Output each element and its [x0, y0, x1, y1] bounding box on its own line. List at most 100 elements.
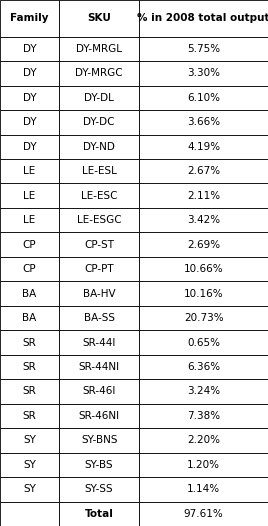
Text: SR: SR [23, 411, 36, 421]
Text: 1.14%: 1.14% [187, 484, 220, 494]
Text: SR-46NI: SR-46NI [79, 411, 120, 421]
Bar [59, 428, 139, 452]
Bar [0, 232, 59, 257]
Text: 4.19%: 4.19% [187, 142, 220, 152]
Bar [139, 452, 268, 477]
Text: LE-ESL: LE-ESL [82, 166, 117, 176]
Bar [0, 403, 59, 428]
Text: SY-BNS: SY-BNS [81, 436, 117, 446]
Bar [139, 281, 268, 306]
Bar [59, 184, 139, 208]
Text: LE: LE [23, 166, 36, 176]
Bar [139, 257, 268, 281]
Bar [139, 159, 268, 184]
Text: LE-ESC: LE-ESC [81, 191, 117, 201]
Text: 5.75%: 5.75% [187, 44, 220, 54]
Bar [59, 0, 139, 37]
Text: LE: LE [23, 191, 36, 201]
Bar [59, 403, 139, 428]
Bar [139, 379, 268, 403]
Bar [0, 501, 59, 526]
Text: 6.36%: 6.36% [187, 362, 220, 372]
Text: LE-ESGC: LE-ESGC [77, 215, 121, 225]
Text: BA: BA [22, 313, 37, 323]
Text: 10.66%: 10.66% [184, 264, 224, 274]
Bar [139, 37, 268, 61]
Bar [139, 110, 268, 135]
Bar [59, 110, 139, 135]
Bar [59, 281, 139, 306]
Bar [59, 355, 139, 379]
Bar [59, 232, 139, 257]
Bar [0, 159, 59, 184]
Bar [0, 428, 59, 452]
Bar [139, 306, 268, 330]
Bar [139, 403, 268, 428]
Text: 3.66%: 3.66% [187, 117, 220, 127]
Text: DY-DL: DY-DL [84, 93, 114, 103]
Bar [59, 257, 139, 281]
Text: 6.10%: 6.10% [187, 93, 220, 103]
Bar [139, 232, 268, 257]
Text: BA: BA [22, 289, 37, 299]
Bar [139, 184, 268, 208]
Bar [0, 0, 59, 37]
Text: 1.20%: 1.20% [187, 460, 220, 470]
Bar [0, 306, 59, 330]
Text: DY-MRGL: DY-MRGL [76, 44, 122, 54]
Text: DY: DY [23, 68, 36, 78]
Bar [59, 379, 139, 403]
Bar [139, 208, 268, 232]
Bar [0, 355, 59, 379]
Bar [139, 135, 268, 159]
Text: CP: CP [23, 264, 36, 274]
Text: DY: DY [23, 44, 36, 54]
Bar [139, 428, 268, 452]
Bar [0, 208, 59, 232]
Bar [139, 330, 268, 355]
Text: 3.24%: 3.24% [187, 387, 220, 397]
Bar [59, 37, 139, 61]
Text: SR: SR [23, 387, 36, 397]
Bar [0, 452, 59, 477]
Bar [59, 159, 139, 184]
Text: % in 2008 total output: % in 2008 total output [137, 13, 268, 23]
Bar [59, 208, 139, 232]
Text: DY: DY [23, 117, 36, 127]
Text: DY: DY [23, 93, 36, 103]
Bar [59, 135, 139, 159]
Bar [139, 501, 268, 526]
Text: DY-ND: DY-ND [83, 142, 115, 152]
Text: SY-BS: SY-BS [85, 460, 113, 470]
Text: CP: CP [23, 240, 36, 250]
Bar [59, 61, 139, 86]
Text: SY: SY [23, 484, 36, 494]
Text: DY: DY [23, 142, 36, 152]
Bar [59, 477, 139, 501]
Bar [0, 86, 59, 110]
Text: 10.16%: 10.16% [184, 289, 224, 299]
Text: SR: SR [23, 338, 36, 348]
Bar [0, 281, 59, 306]
Text: SR-46I: SR-46I [83, 387, 116, 397]
Text: BA-HV: BA-HV [83, 289, 116, 299]
Text: SY: SY [23, 436, 36, 446]
Bar [0, 37, 59, 61]
Text: 2.67%: 2.67% [187, 166, 220, 176]
Text: 7.38%: 7.38% [187, 411, 220, 421]
Bar [139, 355, 268, 379]
Bar [0, 379, 59, 403]
Bar [0, 330, 59, 355]
Text: DY-MRGC: DY-MRGC [75, 68, 123, 78]
Text: LE: LE [23, 215, 36, 225]
Bar [59, 501, 139, 526]
Bar [139, 61, 268, 86]
Text: 20.73%: 20.73% [184, 313, 224, 323]
Text: 2.20%: 2.20% [187, 436, 220, 446]
Text: 2.11%: 2.11% [187, 191, 220, 201]
Text: 97.61%: 97.61% [184, 509, 224, 519]
Text: Total: Total [85, 509, 114, 519]
Text: SR-44I: SR-44I [83, 338, 116, 348]
Bar [59, 452, 139, 477]
Text: SKU: SKU [87, 13, 111, 23]
